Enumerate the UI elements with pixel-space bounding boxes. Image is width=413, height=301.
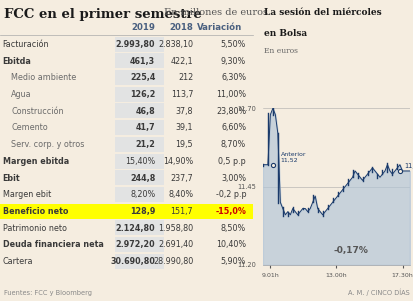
Bar (115, 120, 164, 135)
Text: 8,70%: 8,70% (221, 140, 246, 149)
Text: Agua: Agua (11, 90, 32, 99)
Text: Deuda financiera neta: Deuda financiera neta (2, 240, 103, 249)
Text: 244,8: 244,8 (130, 174, 155, 182)
Bar (115, 237, 164, 252)
Text: 113,7: 113,7 (170, 90, 193, 99)
Text: 5,90%: 5,90% (220, 257, 246, 266)
Text: 126,2: 126,2 (130, 90, 155, 99)
Text: 39,1: 39,1 (175, 123, 193, 132)
Text: Serv. corp. y otros: Serv. corp. y otros (11, 140, 85, 149)
Text: 30.690,80: 30.690,80 (110, 257, 155, 266)
Bar (115, 104, 164, 119)
Text: 2.972,20: 2.972,20 (115, 240, 155, 249)
Bar (115, 254, 164, 269)
Text: 8,20%: 8,20% (130, 190, 155, 199)
Text: La sesión del miércoles: La sesión del miércoles (263, 8, 381, 17)
Text: 422,1: 422,1 (170, 57, 193, 66)
Text: 128,9: 128,9 (130, 207, 155, 216)
Text: 2019: 2019 (131, 23, 155, 32)
Text: 9,30%: 9,30% (221, 57, 246, 66)
Bar (115, 87, 164, 102)
Text: 2.993,80: 2.993,80 (116, 40, 155, 49)
Text: 225,4: 225,4 (130, 73, 155, 82)
Text: 461,3: 461,3 (130, 57, 155, 66)
Text: Ebit: Ebit (2, 174, 20, 182)
Bar (115, 53, 164, 68)
Text: -15,0%: -15,0% (215, 207, 246, 216)
Text: 15,40%: 15,40% (125, 157, 155, 166)
Text: -0,2 p.p: -0,2 p.p (215, 190, 246, 199)
Text: 41,7: 41,7 (135, 123, 155, 132)
Bar (115, 220, 164, 235)
Text: 23,80%: 23,80% (216, 107, 246, 116)
Text: 11,50: 11,50 (403, 163, 413, 169)
Text: Cartera: Cartera (2, 257, 33, 266)
Text: 2018: 2018 (169, 23, 193, 32)
Text: 11,00%: 11,00% (216, 90, 246, 99)
Text: 0,5 p.p: 0,5 p.p (218, 157, 246, 166)
Text: Construcción: Construcción (11, 107, 64, 116)
Text: 2.691,40: 2.691,40 (158, 240, 193, 249)
Text: 19,5: 19,5 (175, 140, 193, 149)
Text: 8,50%: 8,50% (221, 224, 246, 233)
Text: Facturación: Facturación (2, 40, 49, 49)
Text: 212: 212 (178, 73, 193, 82)
Text: En euros: En euros (263, 47, 297, 55)
Bar (115, 187, 164, 202)
Text: FCC en el primer semestre: FCC en el primer semestre (4, 8, 202, 20)
Text: Fuentes: FCC y Bloomberg: Fuentes: FCC y Bloomberg (4, 290, 92, 296)
Text: Cemento: Cemento (11, 123, 48, 132)
Text: 237,7: 237,7 (170, 174, 193, 182)
Text: 2.124,80: 2.124,80 (115, 224, 155, 233)
Text: -0,17%: -0,17% (333, 247, 368, 256)
Bar (115, 154, 164, 169)
Text: 37,8: 37,8 (175, 107, 193, 116)
Text: 5,50%: 5,50% (220, 40, 246, 49)
Text: Variación: Variación (197, 23, 242, 32)
Text: Anterior
11,52: Anterior 11,52 (280, 152, 305, 163)
Text: 28.990,80: 28.990,80 (152, 257, 193, 266)
Bar (115, 70, 164, 85)
Text: 10,40%: 10,40% (216, 240, 246, 249)
Text: 14,90%: 14,90% (163, 157, 193, 166)
Text: en Bolsa: en Bolsa (263, 29, 306, 38)
Text: Margen ebit: Margen ebit (2, 190, 51, 199)
Bar (115, 37, 164, 52)
Text: Ebitda: Ebitda (2, 57, 31, 66)
Text: 1.958,80: 1.958,80 (158, 224, 193, 233)
Text: 6,30%: 6,30% (221, 73, 246, 82)
Text: En millones de euros: En millones de euros (163, 8, 267, 17)
Bar (115, 170, 164, 185)
Text: Beneficio neto: Beneficio neto (2, 207, 68, 216)
Text: Medio ambiente: Medio ambiente (11, 73, 76, 82)
Text: 46,8: 46,8 (135, 107, 155, 116)
Text: 8,40%: 8,40% (168, 190, 193, 199)
Bar (115, 137, 164, 152)
Text: 21,2: 21,2 (135, 140, 155, 149)
Text: 3,00%: 3,00% (221, 174, 246, 182)
Text: Margen ebitda: Margen ebitda (2, 157, 69, 166)
Text: 2.838,10: 2.838,10 (158, 40, 193, 49)
Text: 6,60%: 6,60% (221, 123, 246, 132)
Text: 151,7: 151,7 (170, 207, 193, 216)
Text: A. M. / CINCO DÍAS: A. M. / CINCO DÍAS (347, 289, 409, 296)
Text: Patrimonio neto: Patrimonio neto (2, 224, 66, 233)
Bar (0, 203, 252, 219)
